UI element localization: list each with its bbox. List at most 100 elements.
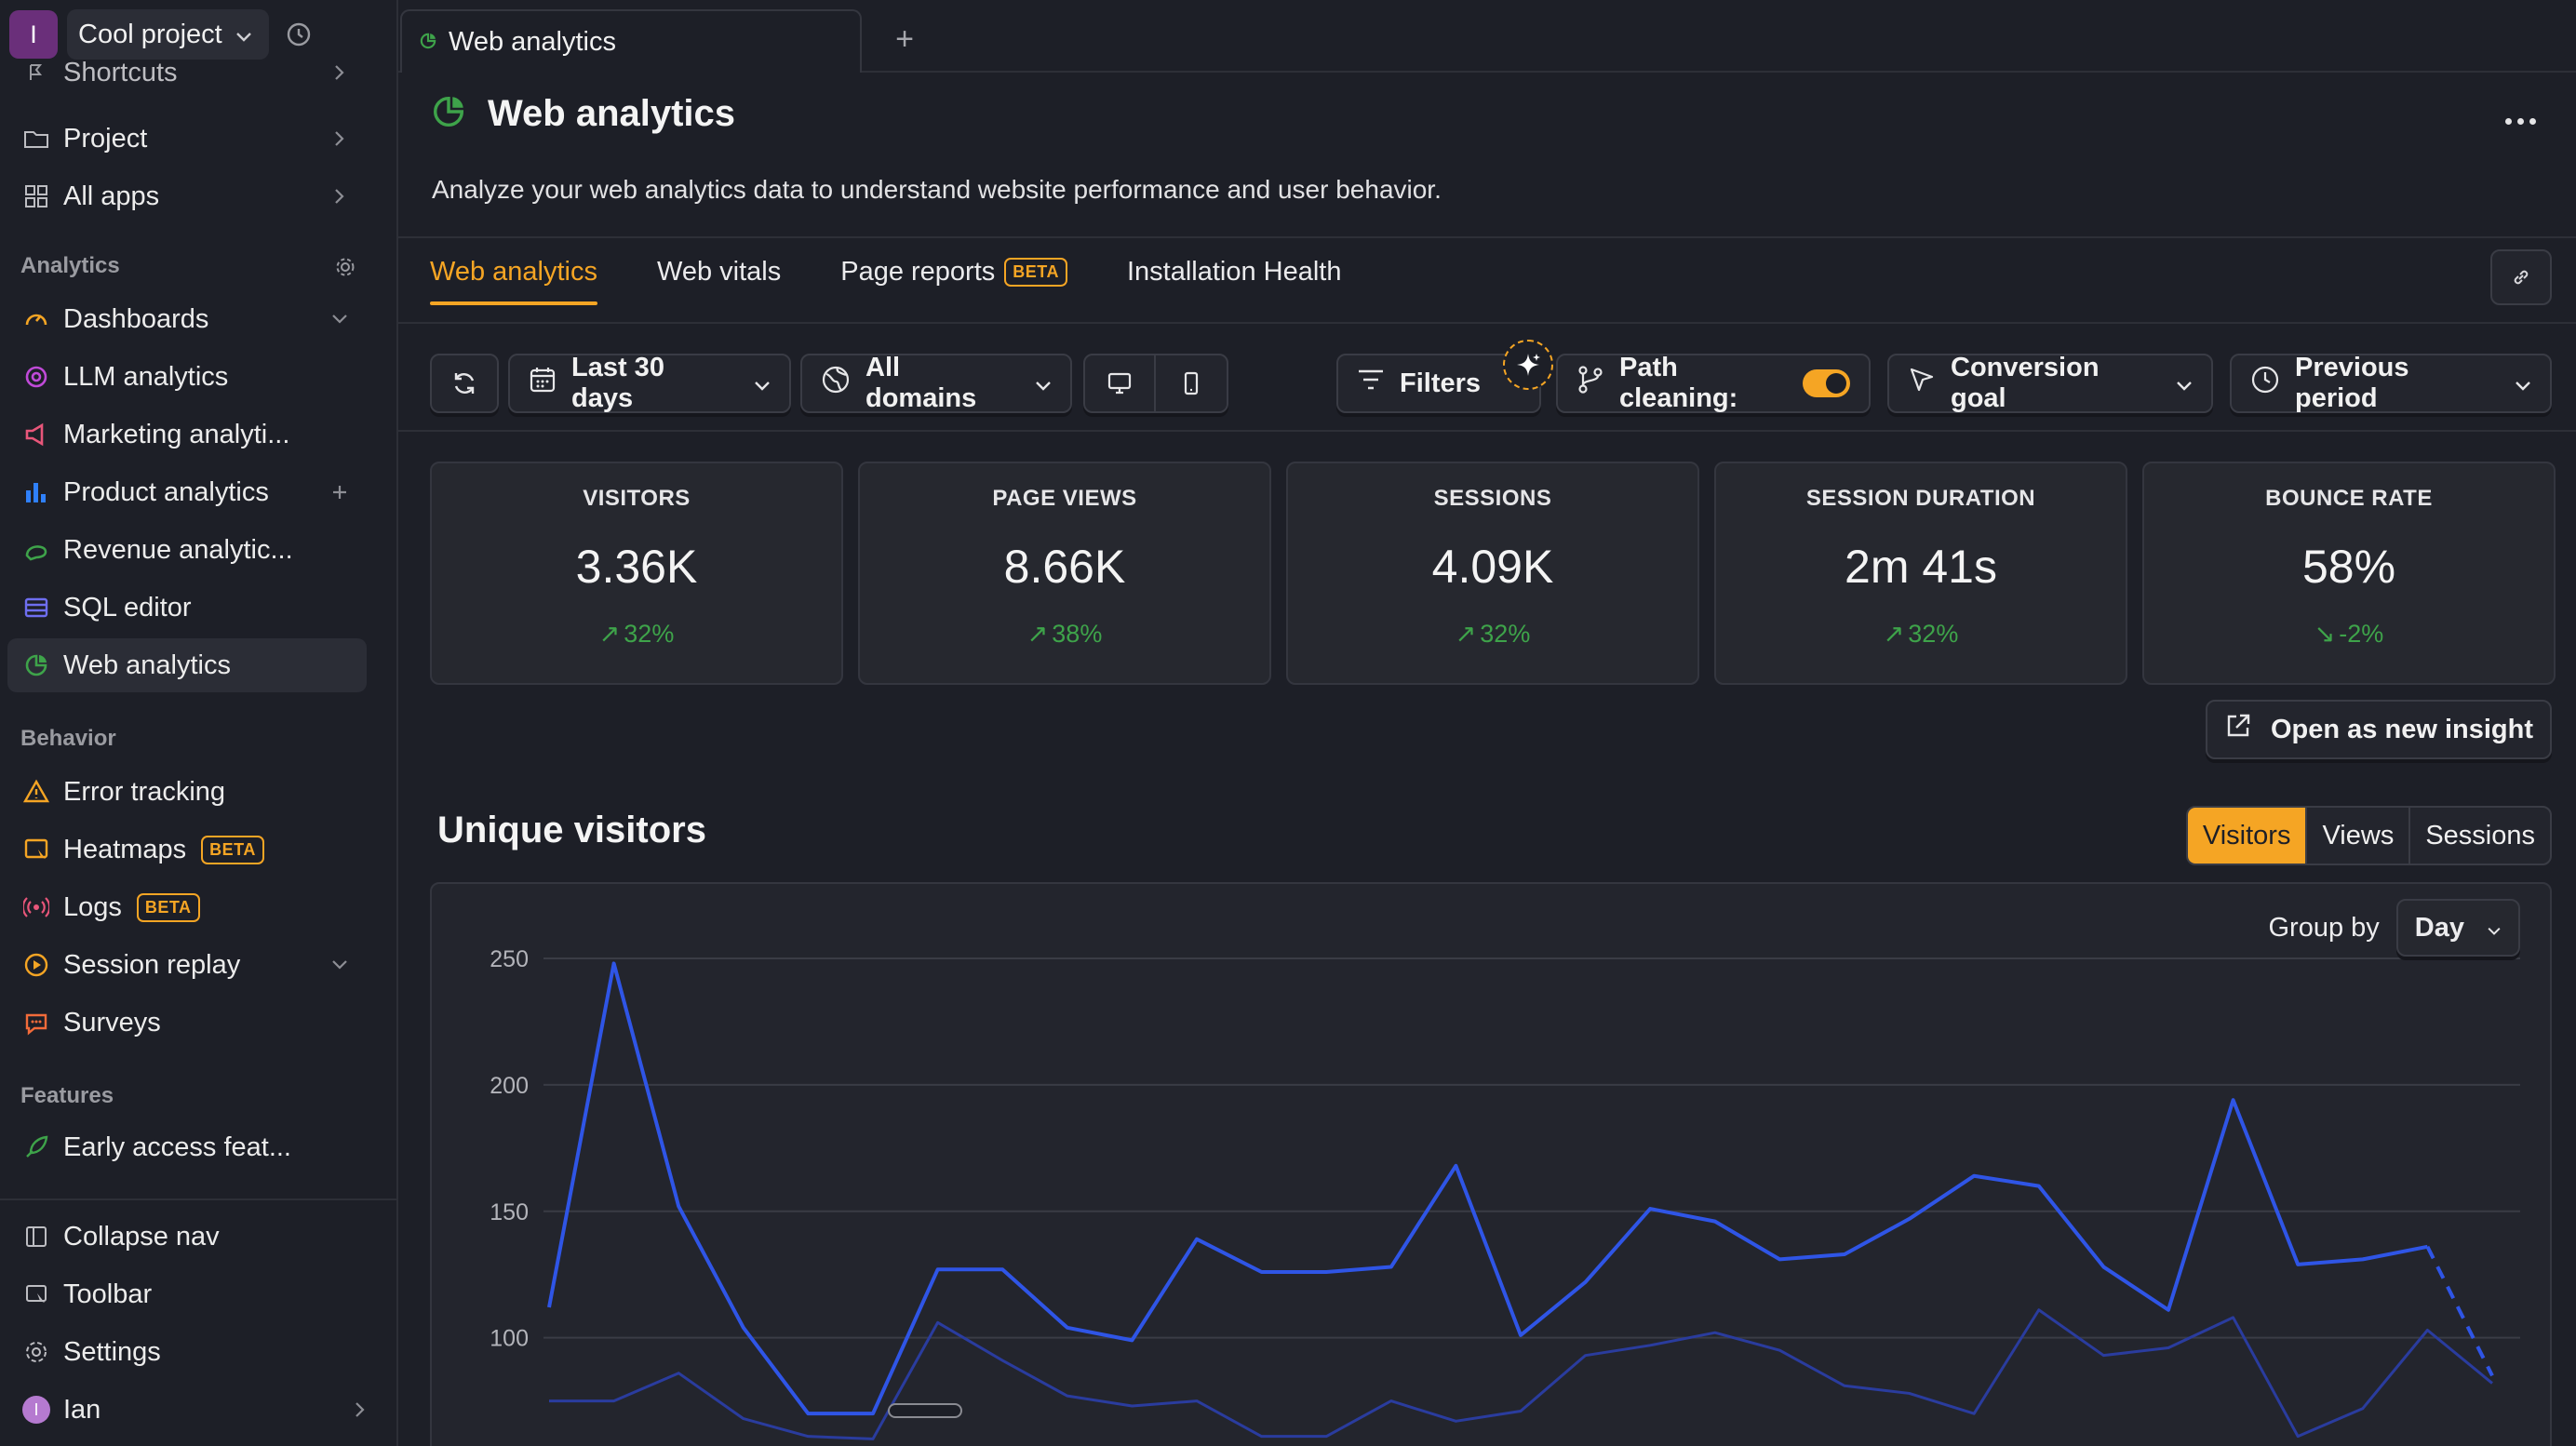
group-by-label: Group by	[2268, 912, 2380, 943]
refresh-button[interactable]	[430, 354, 499, 413]
open-insight-label: Open as new insight	[2271, 714, 2533, 744]
chevron-down-icon	[324, 303, 356, 335]
stat-value: 58%	[2301, 541, 2396, 593]
compare-period-select[interactable]: Previous period	[2230, 353, 2552, 413]
apps-grid-icon	[20, 181, 52, 212]
sidebar-item-shortcuts[interactable]: Shortcuts	[7, 54, 367, 91]
sidebar-item-session-replay[interactable]: Session replay	[7, 938, 367, 992]
chevron-right-icon	[344, 1394, 376, 1426]
domain-select[interactable]: All domains	[800, 353, 1072, 413]
stat-value: 4.09K	[1431, 541, 1554, 593]
calendar-icon	[529, 366, 557, 401]
trend-up-icon: ↗	[598, 620, 621, 648]
page-tabs: Web analytics Web vitals Page reports BET…	[430, 240, 1342, 305]
group-by-control: Group by Day	[2268, 899, 2520, 957]
tab-installation-health[interactable]: Installation Health	[1126, 256, 1342, 287]
sidebar-item-label: Marketing analyti...	[63, 419, 290, 449]
revenue-icon	[20, 534, 52, 566]
more-options-button[interactable]	[2492, 102, 2548, 140]
sidebar-item-logs[interactable]: Logs BETA	[7, 880, 367, 934]
sidebar-item-heatmaps[interactable]: Heatmaps BETA	[7, 823, 367, 877]
sidebar-item-llm-analytics[interactable]: LLM analytics	[7, 350, 367, 404]
link-icon	[2514, 270, 2529, 285]
sidebar-item-marketing-analytics[interactable]: Marketing analyti...	[7, 408, 367, 462]
sidebar-item-settings[interactable]: Settings	[7, 1325, 367, 1379]
sidebar-item-label: Collapse nav	[63, 1221, 220, 1252]
sidebar-item-web-analytics[interactable]: Web analytics	[7, 638, 367, 692]
sidebar-item-all-apps[interactable]: All apps	[7, 169, 367, 223]
stat-change: ↗ 32%	[1883, 620, 1959, 648]
tab-page-reports[interactable]: Page reports BETA	[840, 240, 1067, 303]
tab-web-analytics[interactable]: Web analytics	[430, 240, 597, 305]
sidebar-item-label: Product analytics	[63, 476, 269, 507]
chevron-down-icon	[2515, 368, 2531, 399]
y-tick-label: 100	[490, 1326, 529, 1352]
conversion-goal-select[interactable]: Conversion goal	[1887, 353, 2213, 413]
sidebar-item-project[interactable]: Project	[7, 112, 367, 166]
gear-icon	[20, 1336, 52, 1368]
sidebar-item-toolbar[interactable]: Toolbar	[7, 1267, 367, 1321]
date-range-select[interactable]: Last 30 days	[508, 353, 791, 413]
group-by-select[interactable]: Day	[2395, 899, 2520, 957]
beta-badge: BETA	[136, 892, 200, 922]
scroll-handle[interactable]	[888, 1403, 962, 1418]
plus-icon[interactable]	[324, 476, 356, 508]
open-as-new-insight-button[interactable]: Open as new insight	[2206, 700, 2552, 759]
sidebar-item-revenue-analytics[interactable]: Revenue analytic...	[7, 523, 367, 577]
sidebar-item-label: Early access feat...	[63, 1131, 291, 1162]
copy-link-button[interactable]	[2490, 249, 2552, 305]
trend-up-icon: ↗	[1455, 620, 1477, 648]
sidebar: I Cool project Shortcuts Project All app…	[0, 0, 398, 1446]
series-line-current	[547, 961, 2428, 1416]
filters-button[interactable]: Filters	[1336, 354, 1541, 413]
page-description: Analyze your web analytics data to under…	[432, 175, 1442, 204]
domain-value: All domains	[865, 353, 977, 413]
rocket-icon	[20, 1131, 52, 1163]
sidebar-item-dashboards[interactable]: Dashboards	[7, 292, 367, 346]
folder-icon	[20, 123, 52, 154]
gear-icon[interactable]	[333, 255, 357, 279]
dashboard-icon	[20, 303, 52, 335]
globe-icon	[821, 365, 851, 402]
heatmap-icon	[20, 834, 52, 865]
sidebar-item-label: Error tracking	[63, 776, 226, 807]
sql-icon	[20, 592, 52, 623]
stat-value: 3.36K	[575, 541, 698, 593]
tab-label: Web analytics	[449, 26, 616, 57]
sidebar-item-sql-editor[interactable]: SQL editor	[7, 581, 367, 635]
tab-web-vitals[interactable]: Web vitals	[657, 256, 782, 287]
sparkle-icon[interactable]	[1503, 340, 1553, 390]
sidebar-item-label: Toolbar	[63, 1279, 153, 1309]
mobile-filter-button[interactable]	[1156, 355, 1227, 411]
bar-chart-icon	[20, 476, 52, 508]
clock-icon	[2250, 365, 2280, 402]
sidebar-item-collapse-nav[interactable]: Collapse nav	[7, 1210, 367, 1264]
external-link-icon	[2224, 712, 2252, 747]
project-avatar[interactable]: I	[9, 10, 58, 59]
sidebar-item-error-tracking[interactable]: Error tracking	[7, 765, 367, 819]
marketing-icon	[20, 419, 52, 450]
stat-value: 8.66K	[1003, 541, 1126, 593]
chevron-down-icon	[324, 949, 356, 981]
sidebar-item-early-access[interactable]: Early access feat...	[7, 1120, 367, 1174]
path-cleaning-switch[interactable]	[1802, 369, 1850, 397]
new-tab-button[interactable]: +	[895, 20, 914, 57]
history-icon[interactable]	[278, 14, 319, 55]
warning-icon	[20, 776, 52, 808]
y-tick-label: 150	[490, 1199, 529, 1225]
toggle-visitors[interactable]: Visitors	[2187, 808, 2306, 864]
section-label-behavior: Behavior	[20, 726, 116, 751]
toggle-sessions[interactable]: Sessions	[2408, 808, 2550, 864]
toggle-views[interactable]: Views	[2305, 808, 2408, 864]
series-line-incomplete	[2425, 1245, 2494, 1377]
project-switcher[interactable]: Cool project	[67, 9, 269, 60]
path-cleaning-toggle[interactable]: Path cleaning:	[1556, 353, 1871, 413]
sidebar-item-surveys[interactable]: Surveys	[7, 996, 367, 1050]
project-bar: I Cool project	[9, 9, 319, 60]
sidebar-item-user[interactable]: I Ian	[7, 1383, 367, 1437]
tab-web-analytics[interactable]: Web analytics	[400, 9, 862, 73]
sidebar-item-product-analytics[interactable]: Product analytics	[7, 465, 367, 519]
divider	[398, 430, 2576, 432]
desktop-filter-button[interactable]	[1085, 355, 1156, 411]
chevron-down-icon	[2176, 368, 2193, 399]
